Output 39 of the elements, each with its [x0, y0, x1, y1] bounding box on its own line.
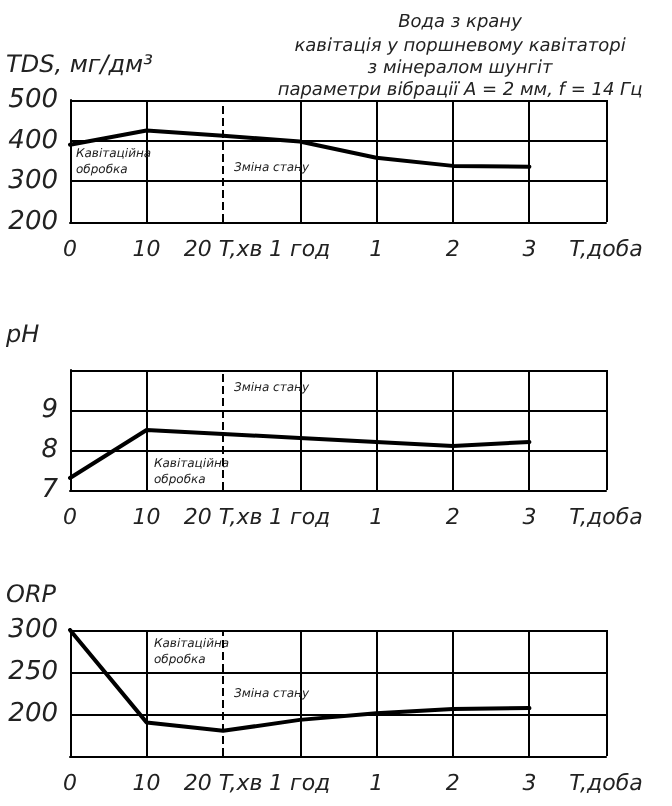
chart-title: Вода з крану [398, 13, 524, 33]
y-tick-label: 200 [8, 207, 58, 237]
y-tick-label: 8 [41, 435, 58, 465]
x-tick-label: 3 [522, 770, 537, 796]
y-axis-title: ORP [6, 580, 58, 608]
x-tick-label: 2 [445, 504, 460, 530]
y-tick-label: 7 [41, 475, 60, 505]
x-tick-label: 3 [522, 504, 537, 530]
y-tick-label: 250 [8, 657, 58, 687]
y-tick-label: 200 [8, 699, 58, 729]
x-tick-label: 1 год [269, 770, 331, 796]
x-tick-label: 2 [445, 236, 460, 262]
x-tick-label: 2 [445, 770, 460, 796]
x-tick-label: 20 T,хв [183, 770, 263, 796]
x-axis-title: T,доба [569, 236, 644, 262]
y-tick-label: 500 [8, 85, 58, 115]
y-tick-label: 9 [41, 395, 58, 425]
x-tick-label: 3 [522, 236, 537, 262]
x-axis-title: T,доба [569, 504, 644, 530]
x-tick-label: 10 [132, 504, 161, 530]
x-tick-label: 1 [369, 504, 384, 530]
x-tick-label: 0 [63, 504, 77, 530]
x-tick-label: 1 [369, 770, 384, 796]
y-tick-label: 300 [8, 166, 58, 197]
x-axis-title: T,доба [569, 770, 644, 796]
x-tick-label: 0 [63, 236, 77, 262]
x-tick-label: 10 [132, 770, 161, 796]
x-tick-label: 1 год [269, 236, 331, 262]
y-axis-title: TDS, мг/дм³ [6, 50, 154, 78]
y-tick-label: 300 [8, 615, 58, 645]
x-tick-label: 10 [132, 236, 161, 262]
y-tick-label: 400 [8, 125, 58, 156]
x-tick-label: 20 T,хв [183, 504, 263, 530]
x-tick-label: 0 [63, 770, 77, 796]
y-axis-title: pH [4, 320, 40, 348]
x-tick-label: 20 T,хв [183, 236, 263, 262]
x-tick-label: 1 [369, 236, 384, 262]
chart-subtitle: кавітація у поршневому кавітаторі з мінералом шунгіт параметри вібрації A = 2 мм, f = 14 Гц [277, 37, 643, 101]
x-tick-label: 1 год [269, 504, 331, 530]
